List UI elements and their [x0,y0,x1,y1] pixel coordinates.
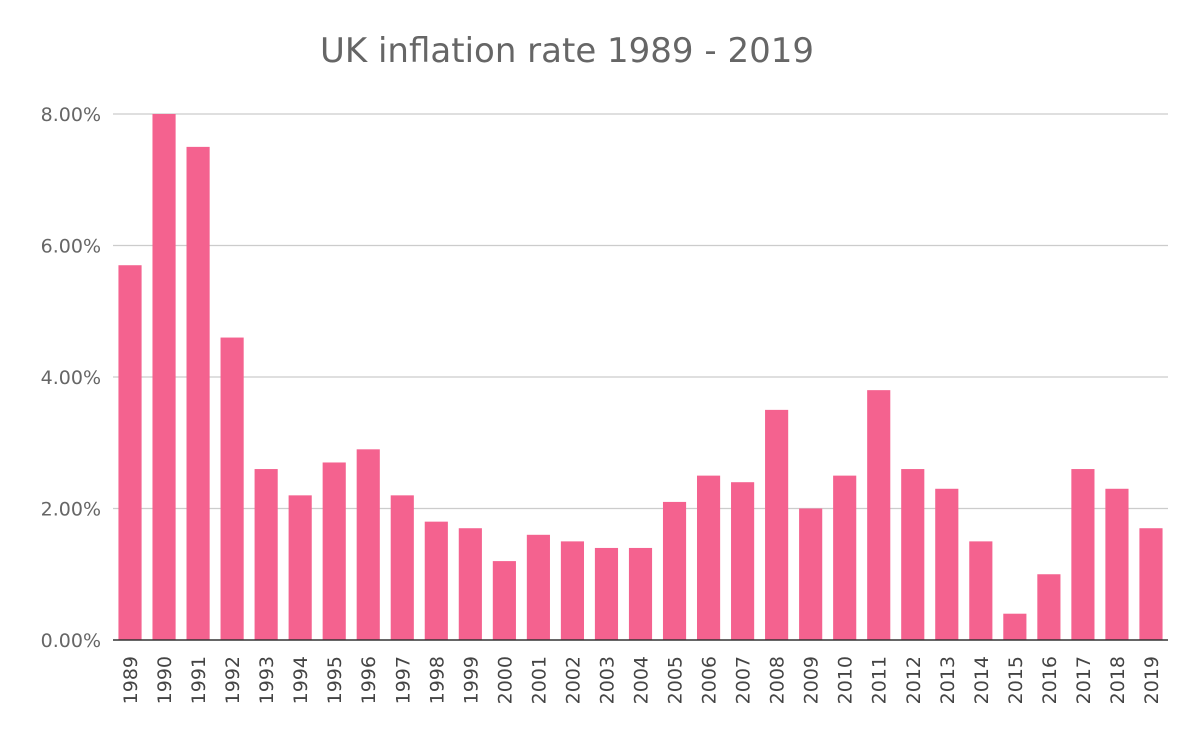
bar-1995 [322,462,346,640]
x-tick-label: 2012 [903,656,925,704]
bar-2008 [765,409,789,640]
bar-1996 [356,449,380,640]
bar-2004 [628,547,653,640]
bar-2019 [1139,528,1163,640]
x-tick-label: 1990 [154,656,176,704]
x-tick-label: 2010 [835,656,857,704]
bar-2013 [935,488,959,640]
bar-2016 [1037,574,1061,640]
bar-2001 [526,534,550,640]
x-tick-label: 2009 [801,656,823,704]
x-tick-label: 1995 [324,656,346,704]
x-tick-label: 1999 [460,656,482,704]
x-tick-label: 2002 [562,656,584,704]
x-tick-label: 1992 [222,656,244,704]
x-tick-label: 1998 [426,656,448,704]
bar-2015 [1003,613,1027,640]
bar-1999 [458,528,482,640]
x-tick-label: 1993 [256,656,278,704]
x-tick-label: 2006 [699,656,721,704]
chart-title: UK inflation rate 1989 - 2019 [320,31,814,71]
bar-2014 [969,541,993,640]
x-tick-label: 1994 [290,656,312,704]
bar-1990 [152,114,176,640]
y-tick-label: 4.00% [41,367,101,389]
y-axis-ticks: 0.00% 2.00% 4.00% 6.00% 8.00% [41,104,101,652]
bar-2018 [1105,488,1129,640]
x-tick-label: 2007 [733,656,755,704]
x-tick-label: 2000 [494,656,516,704]
bar-2005 [662,501,687,640]
bar-2002 [560,541,585,640]
bar-1992 [220,337,244,640]
x-tick-label: 2015 [1005,656,1027,704]
bar-2006 [696,475,721,640]
x-tick-label: 1991 [188,656,210,704]
x-tick-label: 2005 [665,656,687,704]
x-tick-label: 1996 [358,656,380,704]
bar-2007 [731,482,755,640]
x-tick-label: 2016 [1039,656,1061,704]
x-tick-label: 2018 [1107,656,1129,704]
x-tick-label: 2019 [1141,656,1163,704]
bar-1993 [254,469,278,640]
bar-2009 [799,508,823,640]
bar-1989 [118,265,142,640]
bar-2017 [1071,469,1095,640]
x-tick-label: 2004 [631,656,653,704]
bar-2010 [833,475,857,640]
bar-2012 [901,469,925,640]
x-tick-label: 2013 [937,656,959,704]
x-tick-label: 2008 [767,656,789,704]
y-tick-label: 8.00% [41,104,101,126]
bar-1998 [424,521,448,640]
x-tick-label: 2017 [1073,656,1095,704]
gridlines [113,113,1168,510]
x-tick-label: 2011 [869,656,891,704]
bar-1991 [186,146,210,640]
y-tick-label: 2.00% [41,499,101,521]
x-tick-label: 2014 [971,656,993,704]
y-tick-label: 0.00% [41,630,101,652]
bar-2003 [594,547,619,640]
bar-1994 [288,495,312,640]
x-tick-label: 1989 [120,656,142,704]
bars [118,114,1163,640]
bar-2000 [492,561,516,640]
x-tick-label: 2001 [528,656,550,704]
x-axis-ticks: 1989 1990 1991 1992 1993 1994 1995 1996 1997 1998… [120,656,1163,704]
bar-1997 [390,495,414,640]
y-tick-label: 6.00% [41,236,101,258]
x-tick-label: 2003 [596,656,618,704]
bar-2011 [867,390,891,640]
x-tick-label: 1997 [392,656,414,704]
